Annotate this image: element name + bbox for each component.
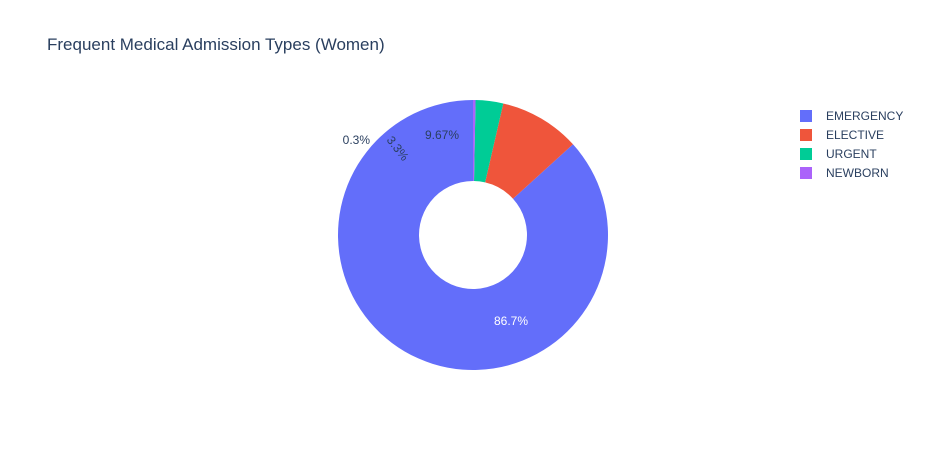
legend-label-newborn: NEWBORN (826, 165, 889, 180)
legend-item-emergency[interactable]: EMERGENCY (800, 106, 903, 125)
slice-elective[interactable] (485, 103, 573, 199)
legend-swatch-newborn (800, 166, 812, 179)
chart-title: Frequent Medical Admission Types (Women) (47, 35, 385, 54)
legend-label-elective: ELECTIVE (826, 127, 885, 142)
slice-label-elective: 9.67% (425, 128, 459, 142)
legend-label-urgent: URGENT (826, 146, 877, 161)
legend: EMERGENCY ELECTIVE URGENT NEWBORN (800, 106, 903, 182)
legend-item-newborn[interactable]: NEWBORN (800, 163, 903, 182)
slice-newborn[interactable] (473, 100, 476, 182)
legend-label-emergency: EMERGENCY (826, 108, 904, 123)
legend-swatch-elective (800, 128, 812, 141)
slices-group (337, 100, 608, 371)
legend-item-elective[interactable]: ELECTIVE (800, 125, 903, 144)
slice-urgent[interactable] (474, 100, 504, 183)
slice-label-emergency: 86.7% (494, 314, 528, 328)
slice-emergency[interactable] (337, 100, 608, 371)
slice-label-newborn: 0.3% (343, 133, 371, 147)
legend-swatch-emergency (800, 109, 812, 122)
legend-swatch-urgent (800, 147, 812, 160)
legend-item-urgent[interactable]: URGENT (800, 144, 903, 163)
